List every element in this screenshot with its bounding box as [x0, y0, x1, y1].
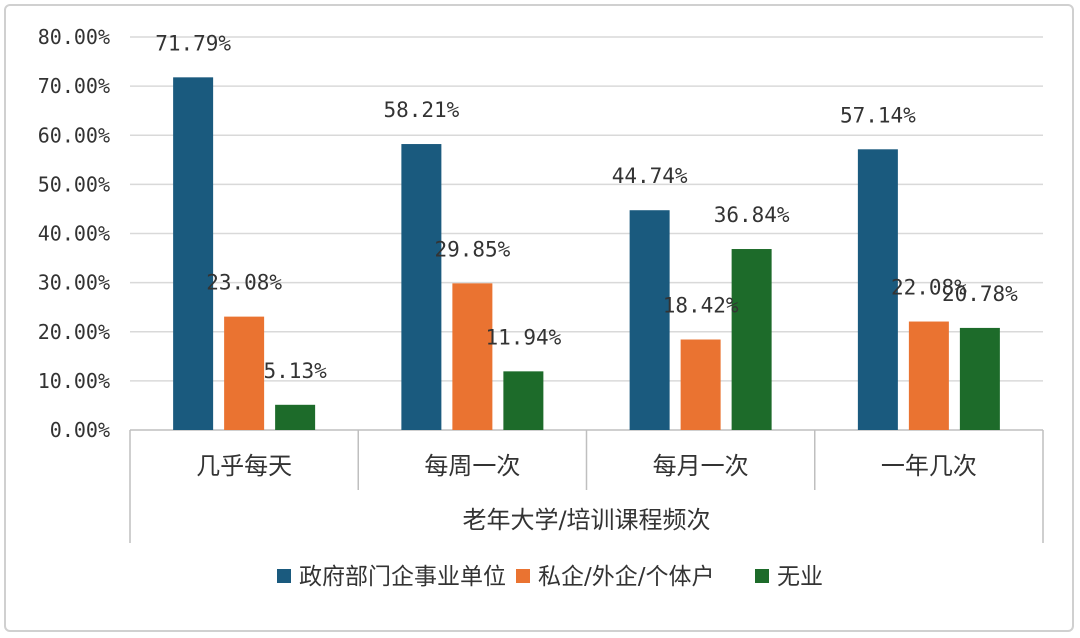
legend-swatch — [277, 569, 291, 583]
bar — [908, 321, 949, 430]
data-label: 29.85% — [434, 237, 510, 261]
y-axis-ticks: 0.00% 10.00% 20.00% 30.00% 40.00% 50.00% 60.00… — [38, 25, 110, 442]
data-label: 71.79% — [155, 31, 231, 55]
x-category-label: 一年几次 — [881, 452, 977, 480]
bar — [857, 149, 898, 430]
data-label: 18.42% — [663, 294, 739, 318]
bar — [503, 371, 544, 430]
legend-swatch — [755, 569, 769, 583]
y-tick-label: 10.00% — [38, 369, 110, 393]
bar — [401, 144, 442, 430]
bar — [452, 283, 493, 430]
y-tick-label: 40.00% — [38, 222, 110, 246]
data-label: 20.78% — [942, 282, 1018, 306]
x-category-label: 几乎每天 — [196, 452, 292, 480]
x-axis-title: 老年大学/培训课程频次 — [462, 506, 710, 534]
x-category-label: 每月一次 — [653, 452, 749, 480]
legend-swatch — [516, 569, 530, 583]
legend-label: 政府部门企事业单位 — [299, 564, 506, 590]
bar — [680, 339, 721, 430]
legend-label: 私企/外企/个体户 — [538, 564, 715, 590]
bar — [629, 210, 670, 430]
bars — [173, 77, 1000, 430]
data-label: 36.84% — [714, 203, 790, 227]
y-tick-label: 30.00% — [38, 271, 110, 295]
y-tick-label: 70.00% — [38, 74, 110, 98]
y-tick-label: 60.00% — [38, 123, 110, 147]
x-category-label: 每周一次 — [424, 452, 520, 480]
y-tick-label: 50.00% — [38, 172, 110, 196]
bar — [959, 327, 1000, 430]
data-label: 57.14% — [840, 103, 916, 127]
bar — [224, 316, 265, 430]
data-label: 23.08% — [206, 271, 282, 295]
bar — [275, 404, 316, 430]
bar — [731, 249, 772, 430]
data-label: 5.13% — [264, 359, 328, 383]
data-label: 58.21% — [383, 98, 459, 122]
legend: 政府部门企事业单位 私企/外企/个体户 无业 — [277, 564, 823, 590]
legend-label: 无业 — [777, 564, 823, 590]
y-tick-label: 20.00% — [38, 320, 110, 344]
y-tick-label: 80.00% — [38, 25, 110, 49]
data-label: 22.08% — [891, 276, 967, 300]
data-label: 11.94% — [485, 325, 561, 349]
data-label: 44.74% — [612, 164, 688, 188]
y-tick-label: 0.00% — [50, 418, 110, 442]
bar — [173, 77, 214, 430]
data-labels: 71.79% 23.08% 5.13% 58.21% 29.85% 11.94% 44.74… — [155, 31, 1018, 382]
